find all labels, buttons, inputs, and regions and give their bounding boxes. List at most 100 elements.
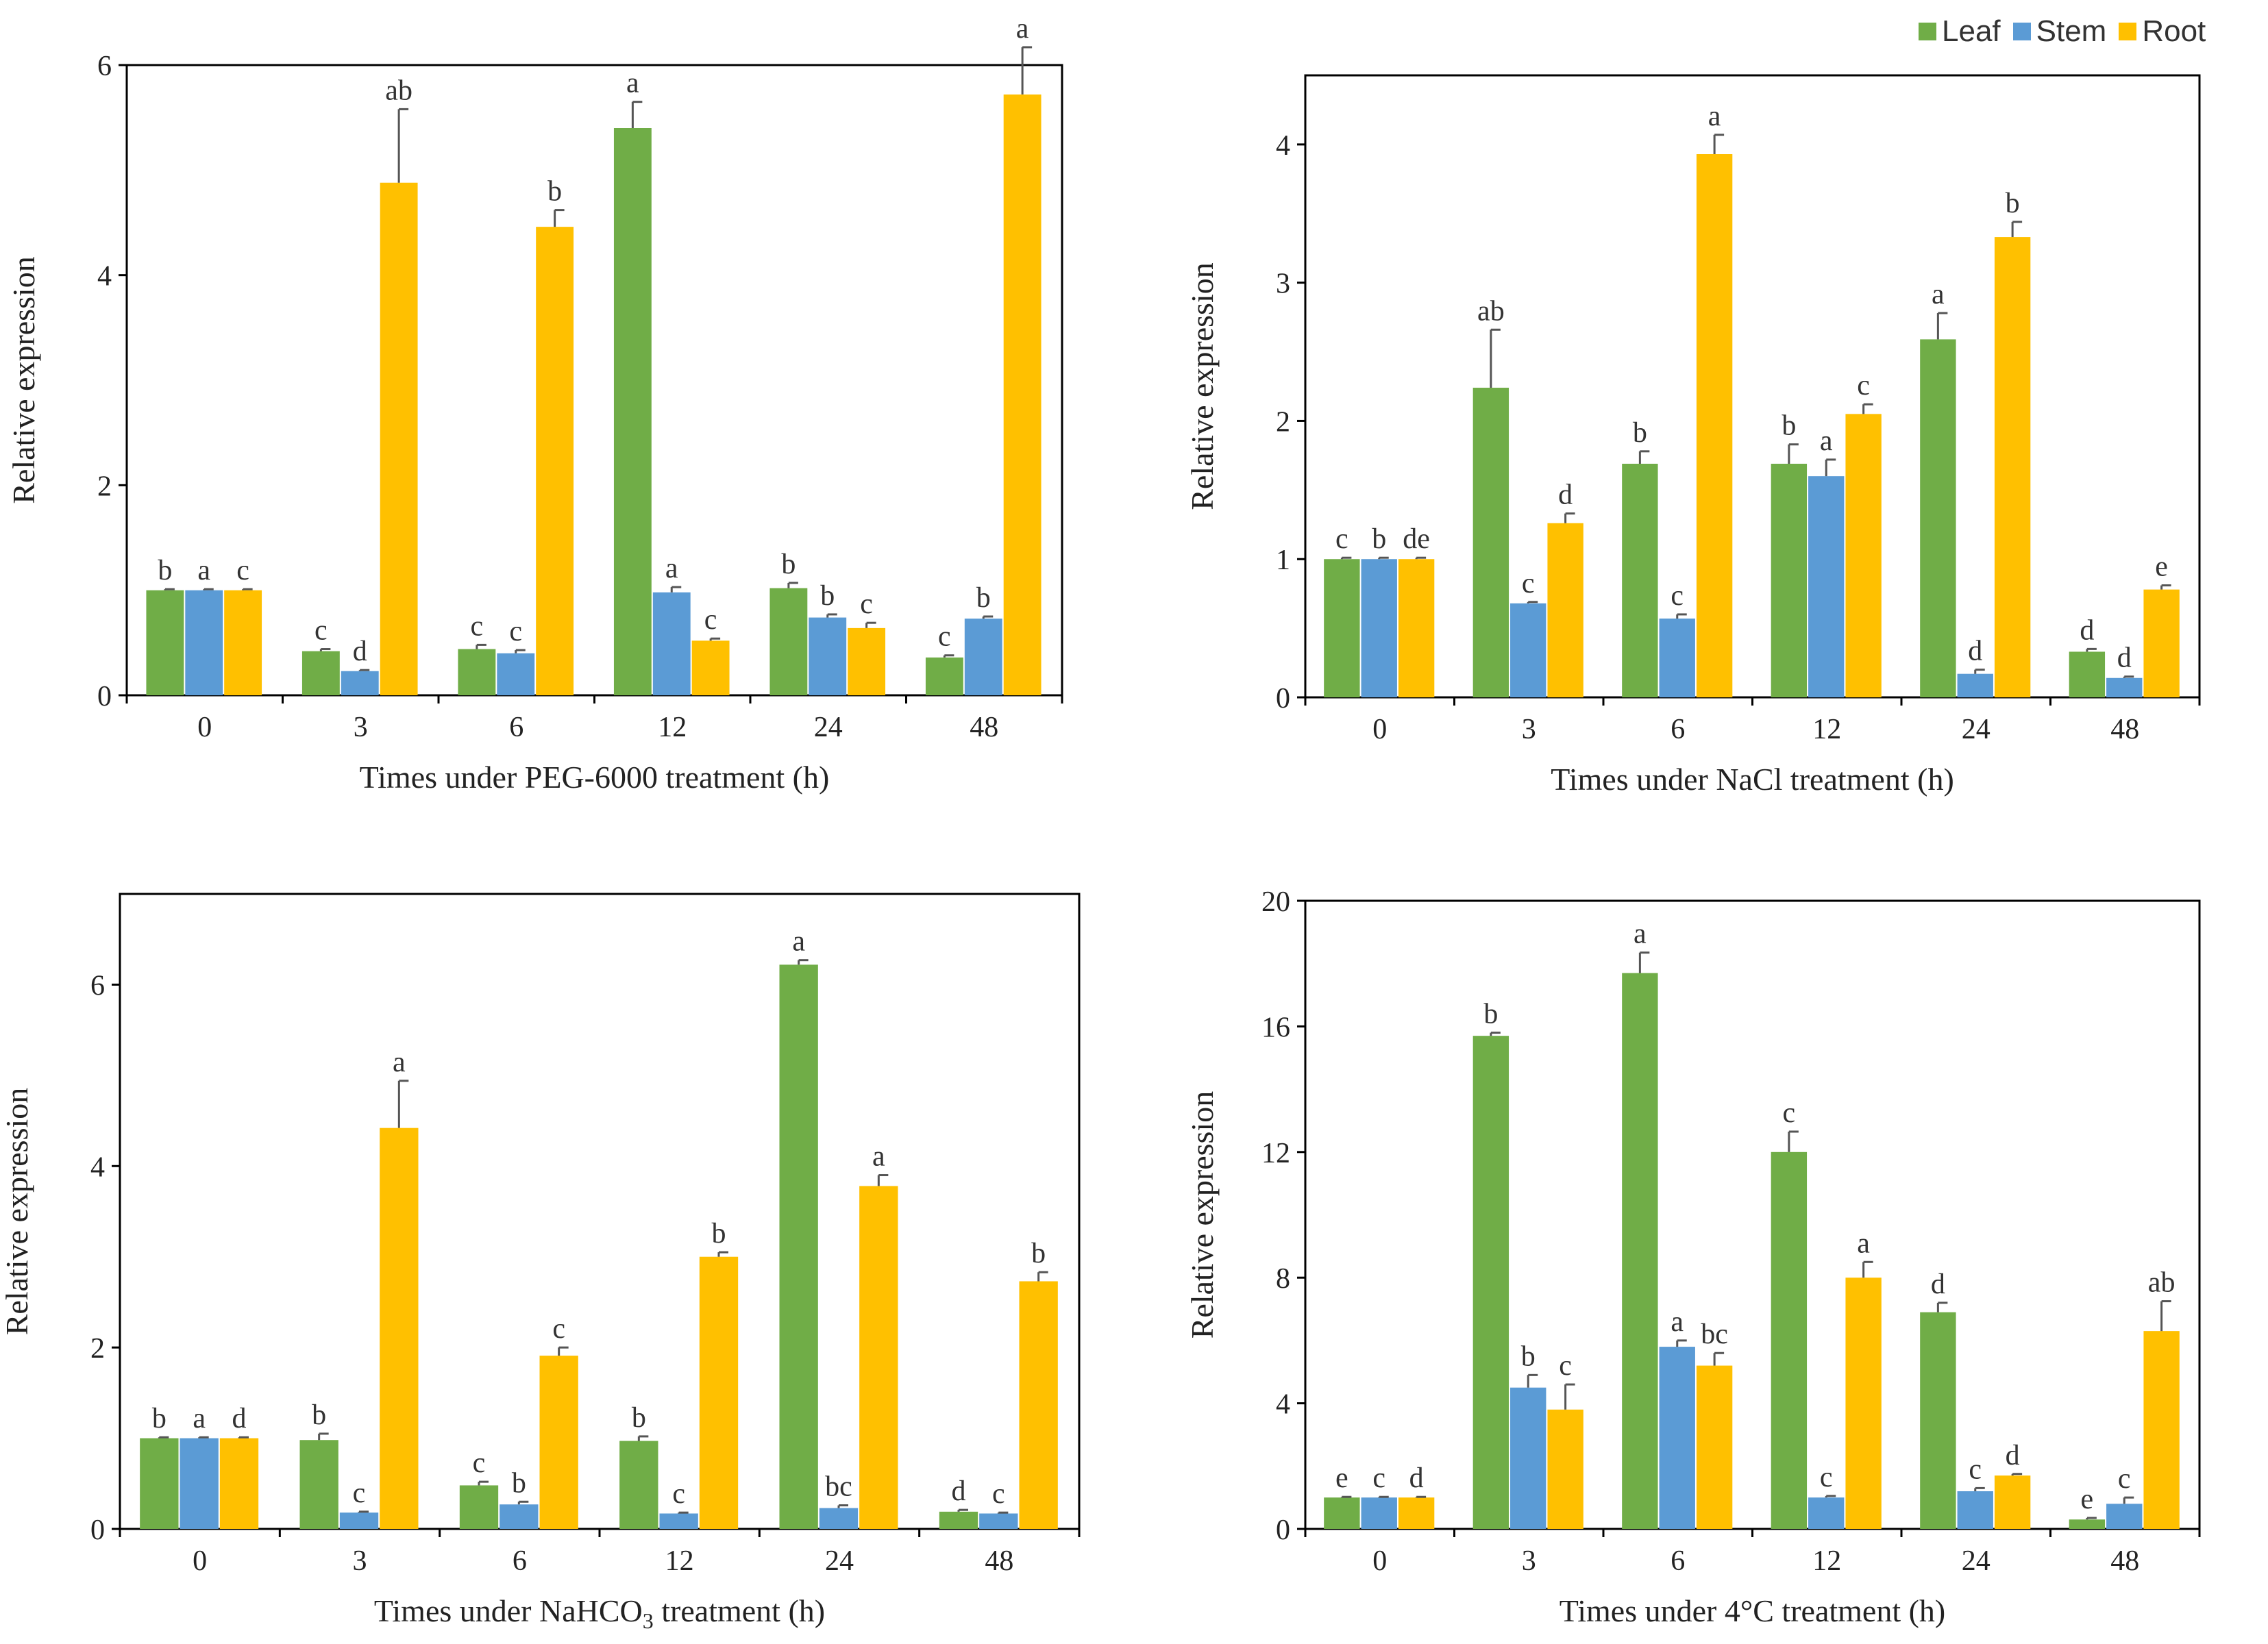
chart-1-significance-label: c [236,555,249,586]
chart-3-bar-leaf [619,1441,658,1529]
chart-3-bar-stem [180,1438,219,1529]
chart-4-bar-leaf [1771,1151,1808,1529]
chart-2-ytick-label: 1 [1276,545,1290,576]
legend-swatch-root [2119,23,2137,40]
chart-1-significance-label: a [665,553,678,584]
chart-1-bar-root [224,590,262,695]
chart-1-bar-root [691,640,730,695]
chart-1-bar-root [1003,94,1041,695]
chart-4-xtick-label: 12 [1812,1545,1841,1577]
chart-1-bar-leaf [769,588,808,695]
chart-4-significance-label: a [1857,1228,1870,1259]
chart-4-ytick-label: 8 [1276,1263,1290,1295]
chart-2-bar-leaf [1622,463,1658,697]
chart-2-significance-label: c [1671,580,1684,612]
chart-1-bar-root [380,182,418,695]
chart-2-significance-label: e [2155,551,2168,583]
chart-2-bar-stem [2106,677,2143,697]
chart-3-significance-label: b [1031,1238,1046,1269]
chart-4-xtick-label: 48 [2110,1545,2139,1577]
chart-2-xtick-label: 24 [1962,714,1990,745]
chart-3-significance-label: a [872,1141,885,1173]
chart-3-ytick-label: 0 [90,1515,105,1546]
chart-1-significance-label: c [938,621,951,653]
chart-4-bar-root [2143,1331,2180,1529]
chart-1-bar-stem [341,671,379,695]
chart-2-significance-label: d [2117,643,2132,674]
chart-3-xlabel-tail: treatment (h) [654,1593,825,1628]
chart-3-xtick-label: 6 [513,1545,527,1577]
chart-2-bar-stem [1510,603,1546,697]
chart-2-significance-label: de [1403,523,1430,555]
legend: Leaf Stem Root [1919,11,2206,52]
chart-2-significance-label: c [1522,568,1535,599]
chart-2-bar-root [2143,589,2180,697]
chart-3-bar-root [380,1128,419,1529]
chart-2-significance-label: a [1708,101,1721,132]
chart-2-bar-root [1547,523,1583,697]
chart-1-xtick-label: 24 [814,712,843,743]
chart-4-significance-label: bc [1701,1319,1728,1350]
legend-item-leaf: Leaf [1919,14,2001,49]
chart-3-significance-label: a [193,1403,206,1434]
chart-4-bar-root [1547,1409,1583,1529]
chart-2-significance-label: b [1782,410,1796,442]
chart-3-plot-frame [119,893,1081,1530]
chart-3-xtick-label: 0 [193,1545,207,1577]
chart-1-plot-frame [125,64,1063,697]
chart-2-plot-frame [1304,74,2201,699]
chart-2-significance-label: a [1820,425,1833,457]
chart-4-xtick-label: 3 [1522,1545,1536,1577]
chart-1-bar-leaf [925,657,963,695]
chart-1-significance-label: b [547,176,562,208]
chart-1-bar-stem [809,617,847,695]
chart-1-significance-label: c [509,616,522,647]
chart-2-bar-root [1696,154,1733,698]
chart-1-significance-label: c [471,610,484,642]
chart-3-bar-root [539,1356,578,1529]
legend-label-leaf: Leaf [1942,14,2001,48]
chart-2-bar-leaf [2069,651,2106,697]
chart-3-bar-stem [339,1512,379,1529]
chart-3-bar-leaf [939,1511,978,1529]
chart-1-significance-label: a [197,555,210,586]
chart-4-plot-frame [1304,899,2201,1530]
chart-2-bar-leaf [1324,559,1360,697]
chart-3-xtick-label: 48 [985,1545,1013,1577]
chart-1-xlabel: Times under PEG-6000 treatment (h) [360,760,830,795]
chart-4-bar-leaf [2069,1519,2106,1529]
chart-4-significance-label: d [1931,1269,1945,1300]
chart-2-ytick-label: 0 [1276,683,1290,714]
chart-4-xlabel: Times under 4°C treatment (h) [1560,1593,1946,1628]
chart-4-bar-stem [1808,1497,1845,1529]
chart-1-bar-stem [652,592,691,695]
chart-3-bar-stem [819,1508,859,1529]
chart-2-xlabel-text: Times under NaCl treatment (h) [1551,762,1954,797]
chart-4-bar-stem [2106,1504,2143,1529]
chart-1-ytick-label: 4 [97,261,112,292]
chart-1-significance-label: b [158,555,172,586]
chart-4-bar-leaf [1324,1497,1360,1529]
chart-1-significance-label: ab [385,75,412,106]
chart-4-ytick-label: 4 [1276,1389,1290,1421]
chart-4-bar-root [1696,1365,1733,1529]
chart-1-significance-label: a [626,68,639,99]
chart-3-significance-label: c [473,1447,486,1479]
chart-4-significance-label: b [1521,1341,1536,1372]
chart-3-significance-label: d [952,1475,966,1507]
chart-4-significance-label: a [1634,919,1647,950]
chart-3-bar-root [219,1438,259,1529]
chart-1-xtick-label: 12 [658,712,687,743]
chart-3-xlabel: Times under NaHCO3 treatment (h) [374,1593,825,1633]
chart-2-bar-leaf [1472,388,1509,697]
chart-3-ytick-label: 6 [90,970,105,1001]
chart-3-bar-root [1019,1281,1058,1529]
chart-4-bar-root [1994,1475,2031,1529]
chart-1-ytick-label: 6 [97,51,112,82]
legend-item-stem: Stem [2012,14,2106,49]
chart-2-ytick-label: 2 [1276,406,1290,438]
chart-3-significance-label: b [152,1403,167,1434]
chart-2-significance-label: b [2006,188,2020,219]
chart-3-bar-leaf [459,1485,499,1529]
